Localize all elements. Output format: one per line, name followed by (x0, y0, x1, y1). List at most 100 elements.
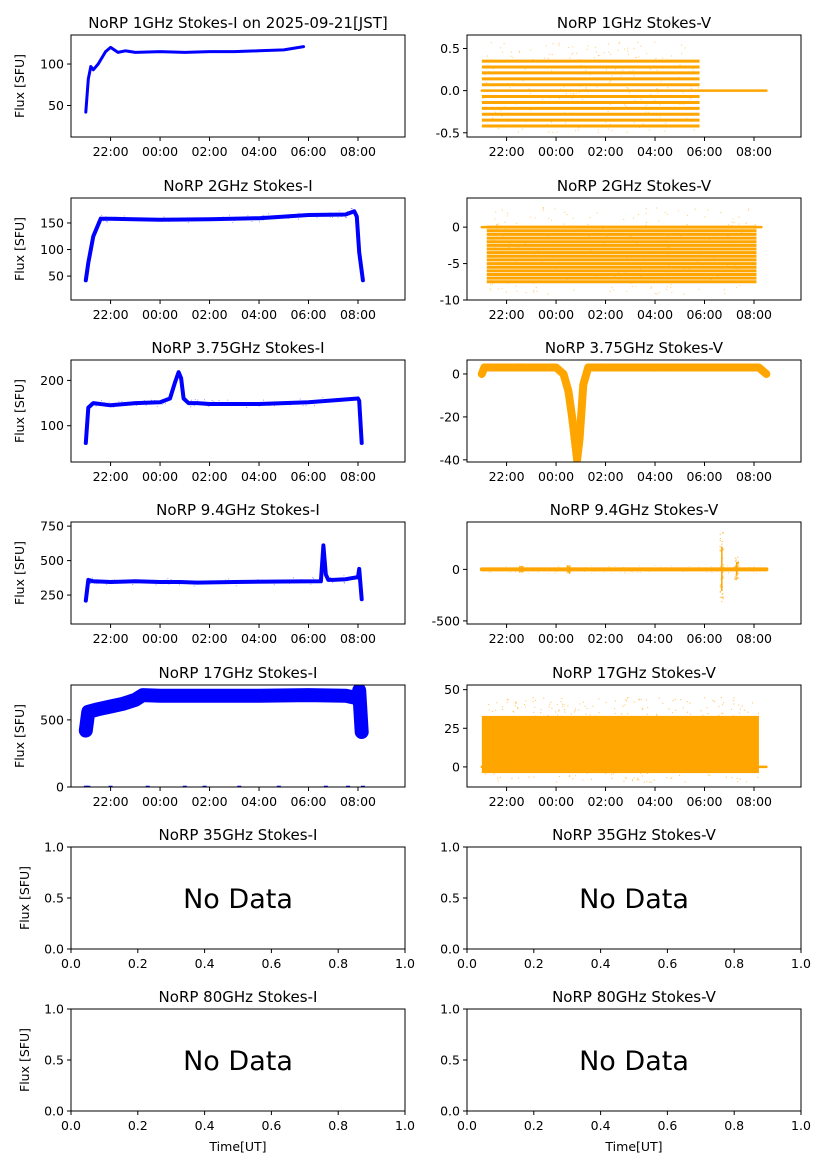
x-tick-label: 00:00 (538, 144, 574, 159)
scatter-point (761, 568, 763, 570)
scatter-point (670, 55, 673, 57)
scatter-point (622, 69, 624, 71)
scatter-point (258, 405, 260, 407)
spike-point (719, 537, 722, 540)
x-tick-label: 00:00 (538, 794, 574, 809)
scatter-point (654, 568, 656, 570)
spike-point (736, 575, 738, 577)
scatter-point (569, 398, 571, 400)
scatter-point (749, 566, 751, 568)
x-tick-label: 22:00 (93, 794, 129, 809)
scatter-point (102, 579, 104, 581)
scatter-point (737, 781, 739, 783)
scatter-point (528, 88, 530, 90)
scatter-point (505, 565, 507, 567)
scatter-point (324, 568, 326, 570)
scatter-point (521, 128, 524, 130)
scatter-point (255, 691, 257, 693)
scatter-point (607, 566, 609, 568)
spike-point (736, 577, 739, 579)
scatter-point (561, 697, 563, 700)
x-tick-label: 0.2 (128, 956, 148, 971)
x-tick-label: 08:00 (340, 469, 376, 484)
scatter-point (260, 579, 262, 581)
scatter-point (135, 696, 137, 698)
scatter-point (534, 217, 536, 219)
panel-title: NoRP 9.4GHz Stokes-I (156, 501, 320, 519)
scatter-point (542, 364, 544, 366)
scatter-point (589, 363, 591, 365)
scatter-point (156, 402, 158, 404)
scatter-point (90, 581, 92, 583)
scatter-point (583, 377, 585, 379)
scatter-point (741, 567, 743, 569)
x-tick-label: 0.4 (195, 1118, 215, 1133)
scatter-point (360, 723, 362, 725)
scatter-point (490, 41, 492, 44)
scatter-point (633, 75, 635, 77)
scatter-point (534, 699, 537, 702)
scatter-point (666, 569, 668, 571)
scatter-point (716, 366, 718, 368)
scatter-point (557, 566, 559, 568)
scatter-point (556, 714, 559, 716)
scatter-point (360, 432, 362, 434)
scatter-point (170, 578, 172, 580)
scatter-point (558, 97, 560, 100)
x-tick-label: 0.0 (457, 956, 477, 971)
scatter-point (514, 701, 517, 703)
scatter-point (174, 384, 176, 386)
axes-frame (70, 359, 406, 463)
series-line (78, 685, 369, 739)
scatter-point (671, 291, 673, 294)
scatter-point (500, 110, 502, 112)
scatter-point (716, 571, 718, 573)
scatter-point (711, 570, 713, 572)
scatter-point (208, 405, 210, 407)
scatter-point (607, 43, 610, 45)
scatter-point (574, 775, 577, 777)
scatter-point (656, 88, 658, 90)
x-tick-label: 04:00 (637, 631, 673, 646)
scatter-point (324, 571, 326, 573)
scatter-point (592, 363, 594, 365)
scatter-point (277, 692, 279, 694)
scatter-point (637, 213, 640, 216)
scatter-point (228, 698, 230, 700)
x-tick-label: 00:00 (142, 631, 178, 646)
scatter-point (227, 404, 229, 406)
scatter-point (542, 98, 544, 100)
scatter-point (251, 220, 253, 222)
x-tick-label: 08:00 (340, 631, 376, 646)
scatter-point (354, 209, 356, 211)
scatter-point (587, 367, 589, 369)
scatter-point (98, 223, 100, 225)
scatter-point (136, 695, 138, 697)
scatter-point (599, 365, 601, 367)
y-tick-label: 50 (444, 682, 460, 697)
scatter-point (702, 714, 704, 717)
scatter-point (665, 288, 667, 291)
scatter-point (690, 713, 692, 715)
noise-band (481, 715, 759, 774)
scatter-point (684, 47, 686, 49)
scatter-point (733, 222, 735, 224)
scatter-point (636, 779, 638, 781)
scatter-point (142, 218, 144, 220)
scatter-point (577, 567, 579, 569)
x-tick-label: 02:00 (192, 469, 228, 484)
x-tick-label: 04:00 (637, 307, 673, 322)
scatter-point (726, 366, 728, 368)
scatter-point (321, 559, 323, 561)
x-tick-label: 02:00 (192, 631, 228, 646)
scatter-point (164, 579, 166, 581)
x-tick-label: 1.0 (395, 1118, 415, 1133)
scatter-point (725, 776, 728, 778)
scatter-point (660, 565, 662, 567)
scatter-point (551, 707, 553, 709)
scatter-point (614, 700, 616, 702)
scatter-point (746, 781, 748, 783)
scatter-point (115, 402, 117, 404)
panel-title: NoRP 17GHz Stokes-I (159, 664, 318, 682)
